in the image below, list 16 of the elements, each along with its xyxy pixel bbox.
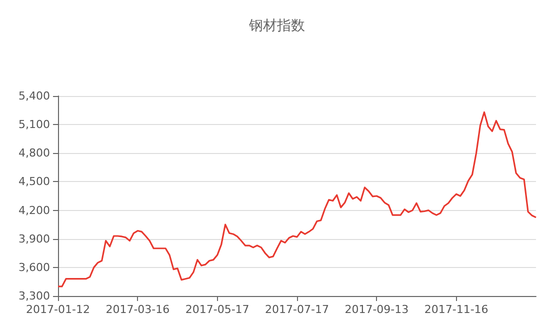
y-tick-label: 4,200 [18, 204, 50, 217]
chart-title: 钢材指数 [248, 18, 305, 34]
x-tick-label: 2017-01-12 [26, 303, 90, 316]
y-tick-label: 4,500 [18, 175, 50, 188]
y-tick-label: 3,300 [18, 290, 50, 302]
x-tick-label: 2017-11-16 [424, 303, 488, 316]
y-tick-label: 5,400 [18, 90, 50, 102]
x-tick-label: 2017-03-16 [106, 303, 170, 316]
y-tick-label: 5,100 [18, 118, 50, 132]
line-series [57, 111, 537, 288]
y-tick-label: 3,600 [18, 260, 50, 274]
y-tick-label: 4,800 [18, 146, 50, 160]
x-tick-label: 2017-09-13 [344, 303, 409, 316]
x-tick-label: 2017-07-17 [265, 303, 329, 316]
x-tick-label: 2017-05-17 [185, 303, 250, 316]
y-tick-label: 3,900 [18, 232, 50, 246]
